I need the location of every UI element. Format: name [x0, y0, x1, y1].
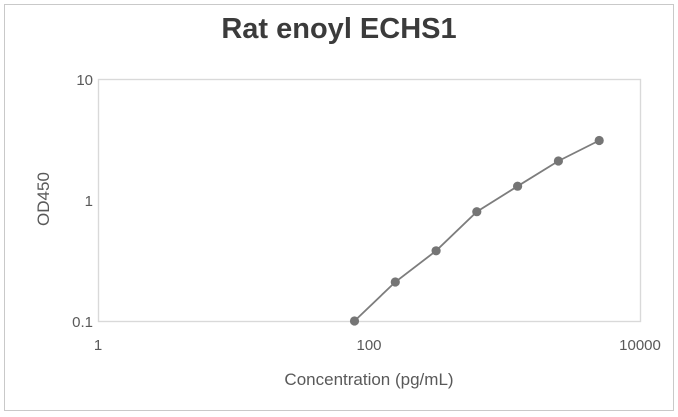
- data-point-marker: [513, 181, 523, 191]
- y-tick-label: 10: [76, 72, 93, 89]
- x-tick-label: 10000: [619, 337, 661, 354]
- y-tick-label: 1: [84, 193, 93, 210]
- chart-frame: [4, 4, 674, 411]
- y-axis-title: OD450: [34, 172, 53, 226]
- data-point-marker: [349, 316, 360, 326]
- data-point-marker: [390, 277, 400, 287]
- y-tick-label: 0.1: [72, 314, 93, 331]
- plot-border: [97, 78, 642, 323]
- data-point-marker: [472, 207, 482, 217]
- series-line: [353, 139, 600, 322]
- chart-title: Rat enoyl ECHS1: [221, 13, 457, 45]
- data-point-marker: [553, 156, 564, 166]
- x-tick-label: 1: [93, 337, 103, 354]
- data-point-marker: [594, 135, 604, 146]
- data-point-marker: [431, 246, 441, 256]
- x-axis-title: Concentration (pg/mL): [284, 370, 454, 389]
- x-tick-label: 100: [356, 337, 382, 354]
